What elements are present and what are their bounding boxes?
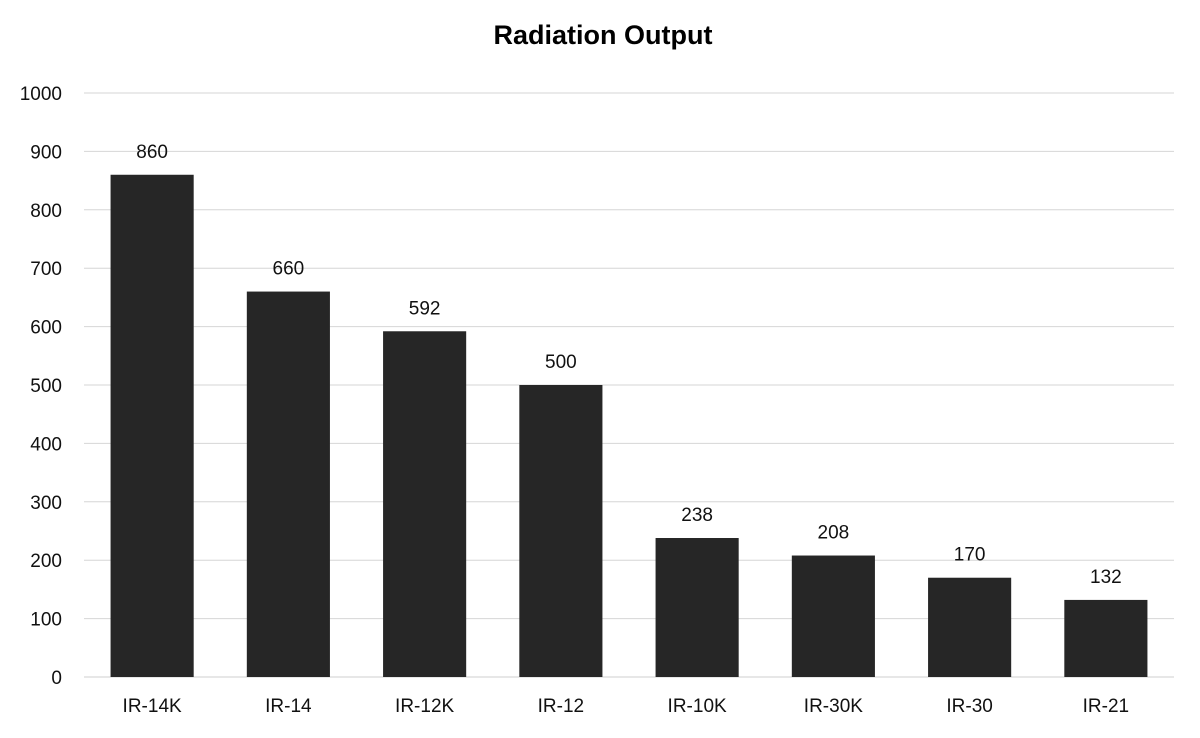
data-label: 208 [818, 523, 850, 544]
data-label: 860 [136, 142, 168, 163]
y-tick-label: 300 [30, 493, 62, 514]
x-axis-category-labels: IR-14K IR-14 IR-12K IR-12 IR-10K IR-30K IR-30 I… [123, 696, 1130, 717]
y-tick-label: 500 [30, 376, 62, 397]
bar [383, 331, 467, 677]
data-label: 132 [1090, 567, 1122, 588]
bar [1064, 599, 1148, 677]
y-tick-label: 200 [30, 551, 62, 572]
x-tick-label: IR-14 [265, 696, 312, 717]
data-label: 660 [273, 259, 305, 280]
bar [110, 174, 194, 677]
y-tick-label: 400 [30, 434, 62, 455]
x-tick-label: IR-30 [946, 696, 992, 717]
y-tick-label: 900 [30, 142, 62, 163]
y-tick-label: 100 [30, 610, 62, 631]
y-tick-label: 700 [30, 259, 62, 280]
bar-data-labels: 860 660 592 500 238 208 170 132 [136, 142, 1121, 588]
bar [928, 577, 1012, 677]
data-label: 592 [409, 298, 441, 319]
x-tick-label: IR-30K [804, 696, 863, 717]
bars [110, 174, 1148, 677]
x-tick-label: IR-12K [395, 696, 454, 717]
x-tick-label: IR-14K [123, 696, 182, 717]
x-tick-label: IR-21 [1083, 696, 1129, 717]
bar [655, 538, 739, 677]
y-tick-label: 0 [51, 668, 62, 689]
y-tick-label: 800 [30, 201, 62, 222]
data-label: 170 [954, 545, 986, 566]
y-tick-label: 1000 [20, 84, 62, 105]
bar [246, 291, 330, 677]
y-tick-label: 600 [30, 318, 62, 339]
x-tick-label: IR-10K [668, 696, 727, 717]
data-label: 500 [545, 352, 577, 373]
y-axis-tick-labels: 0 100 200 300 400 500 600 700 800 900 1000 [20, 84, 62, 689]
bar [519, 385, 603, 677]
chart-title: Radiation Output [493, 20, 713, 50]
data-label: 238 [681, 505, 713, 526]
x-tick-label: IR-12 [538, 696, 584, 717]
bar [791, 555, 875, 677]
